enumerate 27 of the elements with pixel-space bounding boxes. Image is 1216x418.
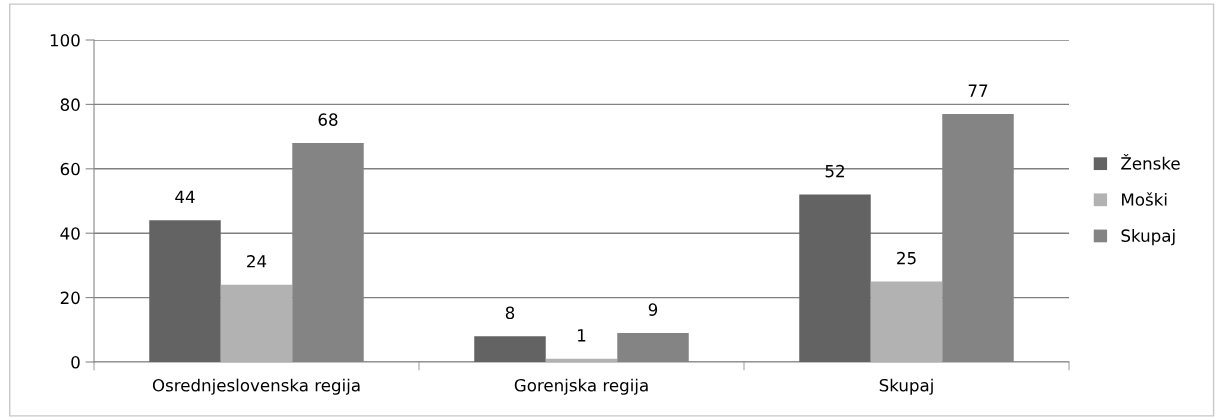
data-label: 25 — [897, 251, 916, 265]
bar — [799, 194, 871, 362]
data-label: 52 — [825, 164, 844, 178]
data-label: 1 — [578, 329, 586, 342]
bar — [220, 284, 293, 362]
x-tick-label: Skupaj — [879, 378, 933, 395]
bar — [545, 358, 618, 362]
y-tick-label: 100 — [50, 33, 80, 47]
y-tick-label: 60 — [60, 162, 80, 176]
bar — [149, 220, 221, 362]
data-label: 44 — [175, 190, 195, 203]
legend-label: Moški — [1122, 192, 1167, 206]
x-tick-label: Gorenjska regija — [514, 378, 648, 395]
data-label: 24 — [247, 255, 267, 268]
data-label: 9 — [648, 303, 658, 316]
x-tick-label: Osrednjeslovenska regija — [152, 378, 360, 395]
legend-label: Skupaj — [1121, 229, 1175, 246]
y-tick-label: 80 — [60, 98, 80, 111]
bar — [474, 336, 546, 362]
bar — [870, 281, 943, 362]
y-tick-label: 0 — [71, 355, 80, 369]
y-tick-label: 20 — [60, 291, 80, 305]
data-label: 8 — [505, 306, 515, 320]
data-label: 77 — [968, 84, 988, 97]
y-tick-label: 40 — [60, 227, 80, 240]
data-label: 68 — [318, 113, 338, 126]
legend-label: Ženske — [1121, 154, 1180, 170]
